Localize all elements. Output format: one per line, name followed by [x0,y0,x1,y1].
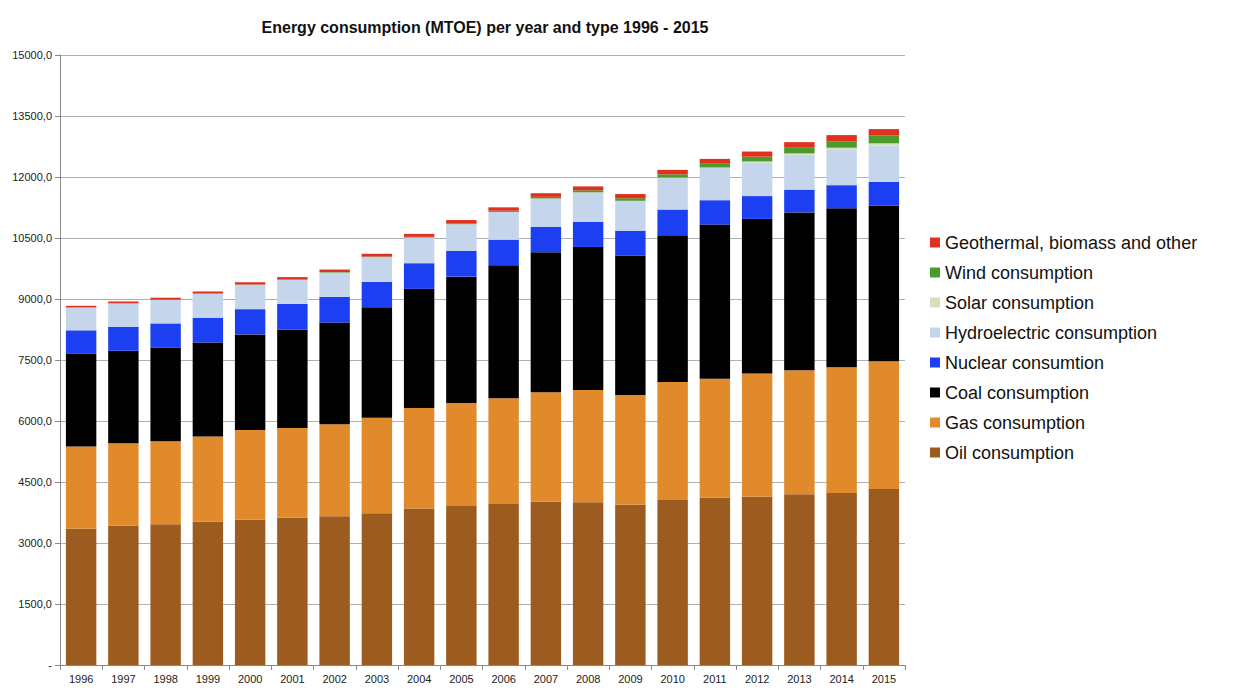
svg-text:2014: 2014 [829,673,853,685]
svg-text:2001: 2001 [280,673,304,685]
svg-text:2003: 2003 [365,673,389,685]
svg-text:4500,0: 4500,0 [18,476,52,488]
svg-text:2008: 2008 [576,673,600,685]
svg-text:Nuclear consumtion: Nuclear consumtion [945,353,1104,373]
svg-text:2004: 2004 [407,673,431,685]
svg-text:2009: 2009 [618,673,642,685]
svg-text:Coal consumption: Coal consumption [945,383,1089,403]
svg-text:Solar consumption: Solar consumption [945,293,1094,313]
svg-text:1998: 1998 [153,673,177,685]
svg-text:2006: 2006 [491,673,515,685]
svg-text:Wind consumption: Wind consumption [945,263,1093,283]
svg-text:9000,0: 9000,0 [18,293,52,305]
svg-text:2000: 2000 [238,673,262,685]
svg-text:2005: 2005 [449,673,473,685]
svg-text:1999: 1999 [196,673,220,685]
svg-text:Hydroelectric consumption: Hydroelectric consumption [945,323,1157,343]
svg-text:Energy consumption (MTOE) per: Energy consumption (MTOE) per year and t… [262,19,709,36]
svg-text:7500,0: 7500,0 [18,354,52,366]
svg-text:2011: 2011 [703,673,727,685]
svg-text:10500,0: 10500,0 [12,232,52,244]
svg-text:2012: 2012 [745,673,769,685]
svg-text:13500,0: 13500,0 [12,110,52,122]
svg-text:2007: 2007 [534,673,558,685]
svg-text:Geothermal, biomass and other: Geothermal, biomass and other [945,233,1197,253]
svg-text:2013: 2013 [787,673,811,685]
svg-text:Gas consumption: Gas consumption [945,413,1085,433]
svg-text:12000,0: 12000,0 [12,171,52,183]
svg-text:1997: 1997 [111,673,135,685]
svg-text:-: - [48,659,52,671]
svg-text:2002: 2002 [322,673,346,685]
svg-text:15000,0: 15000,0 [12,49,52,61]
svg-text:2015: 2015 [872,673,896,685]
svg-text:Oil consumption: Oil consumption [945,443,1074,463]
svg-text:1500,0: 1500,0 [18,598,52,610]
svg-text:2010: 2010 [660,673,684,685]
svg-text:1996: 1996 [69,673,93,685]
svg-text:3000,0: 3000,0 [18,537,52,549]
svg-text:6000,0: 6000,0 [18,415,52,427]
